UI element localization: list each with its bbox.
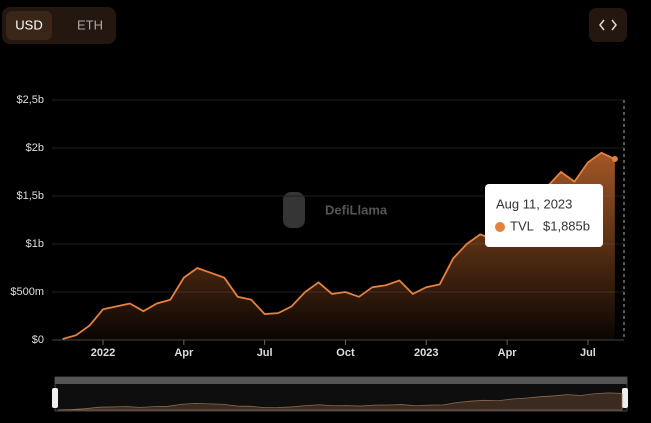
tooltip: Aug 11, 2023 TVL $1,885b (485, 184, 603, 247)
watermark-logo (283, 192, 305, 228)
tooltip-box (485, 184, 603, 247)
y-tick-label: $2b (26, 142, 44, 154)
mini-area (57, 392, 623, 411)
y-tick-label: $1,5b (16, 190, 44, 202)
eth-label[interactable]: ETH (77, 17, 103, 32)
slider-handle-right[interactable] (622, 388, 628, 408)
embed-button-bg[interactable] (589, 8, 627, 42)
x-tick-label: Jul (580, 347, 596, 359)
x-tick-label: Jul (257, 347, 273, 359)
y-tick-label: $1b (26, 238, 44, 250)
tooltip-series: TVL (510, 218, 534, 233)
usd-label[interactable]: USD (15, 17, 42, 32)
x-tick-label: 2022 (91, 347, 115, 359)
y-tick-label: $2,5b (16, 94, 44, 106)
watermark-text: DefiLlama (325, 202, 388, 217)
embed-button[interactable] (589, 8, 627, 42)
tooltip-value: $1,885b (543, 218, 590, 233)
embed-icon[interactable] (599, 19, 617, 31)
area-fill (62, 152, 615, 340)
watermark: DefiLlama (283, 192, 388, 228)
tooltip-date: Aug 11, 2023 (496, 196, 572, 211)
y-tick-label: $0 (32, 334, 44, 346)
slider-handle-left[interactable] (52, 388, 58, 408)
hover-point (611, 156, 618, 163)
x-tick-label: Apr (498, 347, 518, 359)
y-tick-label: $500m (10, 286, 44, 298)
usd-button[interactable] (6, 11, 52, 40)
tooltip-marker (495, 222, 505, 232)
x-tick-label: Apr (174, 347, 194, 359)
x-tick-label: Oct (336, 347, 355, 359)
x-tick-label: 2023 (414, 347, 438, 359)
slider-bar[interactable] (55, 377, 627, 384)
